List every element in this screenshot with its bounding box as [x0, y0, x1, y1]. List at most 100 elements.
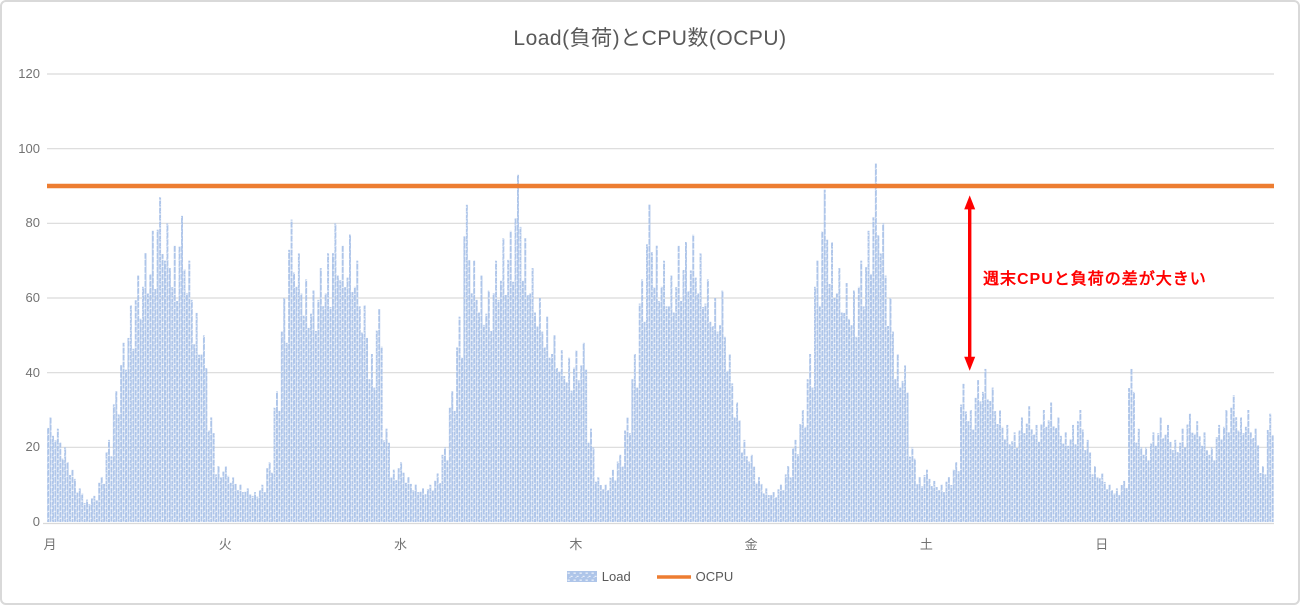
load-bar: [244, 491, 247, 522]
load-bar: [205, 368, 208, 522]
legend: Load OCPU: [2, 569, 1298, 584]
load-bar: [926, 469, 928, 522]
load-bar: [434, 480, 437, 522]
load-bar: [816, 260, 819, 522]
load-bar: [414, 484, 417, 522]
load-bar: [1196, 421, 1199, 522]
load-bar: [239, 484, 242, 522]
load-bar: [324, 293, 327, 522]
load-bar: [1047, 420, 1050, 522]
load-bar: [212, 433, 215, 522]
load-bar: [224, 466, 227, 522]
load-bar: [409, 483, 412, 522]
load-bar: [665, 306, 668, 522]
load-bar: [1084, 450, 1087, 522]
load-bar: [95, 500, 98, 522]
load-bar: [1132, 391, 1135, 522]
arrow-head-up-icon: [964, 195, 976, 210]
load-bar: [901, 380, 904, 522]
load-bar: [90, 498, 93, 522]
load-bar: [845, 283, 848, 522]
load-bar: [1164, 434, 1167, 522]
load-bar: [1145, 447, 1148, 522]
load-bar: [641, 279, 644, 522]
load-bar: [334, 223, 337, 522]
load-bar: [750, 454, 753, 522]
load-bar: [178, 246, 181, 523]
load-bar: [631, 379, 634, 522]
load-bar: [1244, 426, 1247, 522]
load-bar: [507, 259, 510, 522]
load-bar: [380, 346, 383, 522]
load-bar: [877, 235, 880, 522]
load-bar: [1167, 424, 1169, 522]
load-bar: [541, 331, 544, 522]
load-bar: [760, 483, 763, 522]
load-bar: [736, 402, 739, 522]
load-bar: [831, 242, 833, 522]
load-bar: [938, 490, 941, 522]
load-bar: [607, 490, 610, 522]
load-bar: [1220, 439, 1223, 522]
load-bar: [685, 242, 687, 522]
load-bar: [1188, 413, 1191, 522]
load-bar: [305, 279, 308, 522]
load-bar: [370, 354, 373, 522]
load-bar: [383, 440, 386, 522]
load-bar: [558, 371, 561, 522]
y-tick-label: 80: [25, 215, 40, 231]
load-bar: [417, 492, 420, 522]
load-bar: [957, 471, 960, 522]
load-bar: [947, 477, 950, 522]
load-bar: [777, 489, 780, 522]
load-bar: [1098, 478, 1101, 522]
load-bar: [59, 442, 62, 522]
load-bar: [611, 469, 614, 522]
load-bar: [891, 331, 894, 522]
load-bar: [848, 318, 851, 522]
load-bar: [300, 293, 303, 522]
load-bar: [285, 342, 288, 522]
load-bar: [1023, 433, 1026, 522]
load-bar: [317, 299, 320, 522]
load-bar: [989, 401, 992, 522]
load-bar: [1055, 427, 1057, 522]
load-bar: [894, 379, 897, 522]
load-bar: [716, 331, 719, 522]
load-bar: [882, 223, 885, 522]
load-bar: [146, 293, 149, 522]
load-bar: [619, 454, 622, 522]
load-bar: [1042, 410, 1045, 522]
load-bar-series: [47, 163, 1274, 523]
load-bar: [1266, 429, 1269, 522]
load-bar: [509, 230, 512, 523]
load-bar: [156, 229, 159, 522]
load-bar: [268, 462, 271, 522]
load-bar: [1108, 484, 1111, 522]
load-bar: [217, 466, 220, 522]
load-bar: [198, 354, 201, 522]
load-bar: [680, 300, 683, 522]
load-bar: [297, 253, 300, 522]
load-bar: [215, 474, 218, 522]
load-bar: [1001, 426, 1004, 522]
load-bar: [658, 300, 661, 522]
load-bar: [590, 428, 592, 522]
load-bar: [266, 468, 269, 522]
load-bar: [426, 489, 429, 522]
load-bar: [154, 289, 157, 522]
load-bar: [173, 245, 176, 523]
load-bar: [577, 380, 580, 522]
load-bar: [473, 260, 476, 522]
load-bar: [254, 492, 257, 522]
load-bar: [1069, 439, 1072, 522]
load-bar: [278, 410, 281, 522]
load-bar: [624, 430, 627, 522]
load-bar: [1030, 429, 1033, 522]
load-bar: [521, 280, 524, 522]
load-bar: [794, 439, 797, 522]
load-bar: [1205, 450, 1208, 522]
load-bar: [1103, 481, 1106, 522]
load-bar: [982, 391, 984, 522]
load-bar: [149, 274, 152, 522]
